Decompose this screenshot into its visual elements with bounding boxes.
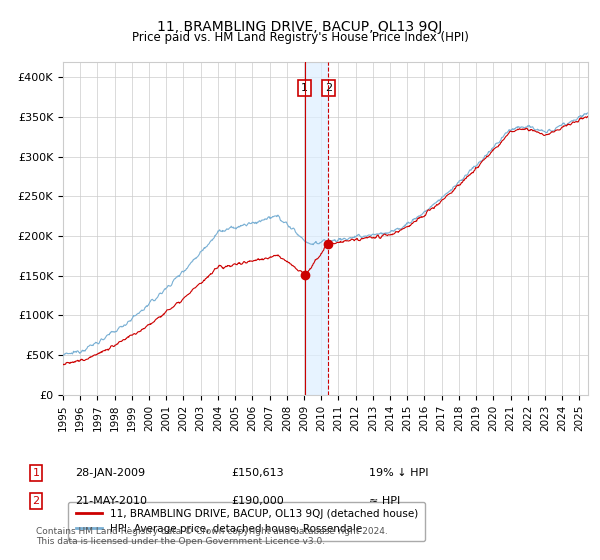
Text: 2: 2 xyxy=(325,83,332,94)
Text: 1: 1 xyxy=(32,468,40,478)
Text: 1: 1 xyxy=(301,83,308,94)
Text: Price paid vs. HM Land Registry's House Price Index (HPI): Price paid vs. HM Land Registry's House … xyxy=(131,31,469,44)
Text: £190,000: £190,000 xyxy=(231,496,284,506)
Text: ≈ HPI: ≈ HPI xyxy=(369,496,400,506)
Text: 2: 2 xyxy=(32,496,40,506)
Text: Contains HM Land Registry data © Crown copyright and database right 2024.
This d: Contains HM Land Registry data © Crown c… xyxy=(36,526,388,546)
Bar xyxy=(305,62,328,395)
Text: £150,613: £150,613 xyxy=(231,468,284,478)
Text: 19% ↓ HPI: 19% ↓ HPI xyxy=(369,468,428,478)
Legend: 11, BRAMBLING DRIVE, BACUP, OL13 9QJ (detached house), HPI: Average price, detac: 11, BRAMBLING DRIVE, BACUP, OL13 9QJ (de… xyxy=(68,502,425,542)
Text: 21-MAY-2010: 21-MAY-2010 xyxy=(75,496,147,506)
Text: 11, BRAMBLING DRIVE, BACUP, OL13 9QJ: 11, BRAMBLING DRIVE, BACUP, OL13 9QJ xyxy=(157,20,443,34)
Text: 28-JAN-2009: 28-JAN-2009 xyxy=(75,468,145,478)
